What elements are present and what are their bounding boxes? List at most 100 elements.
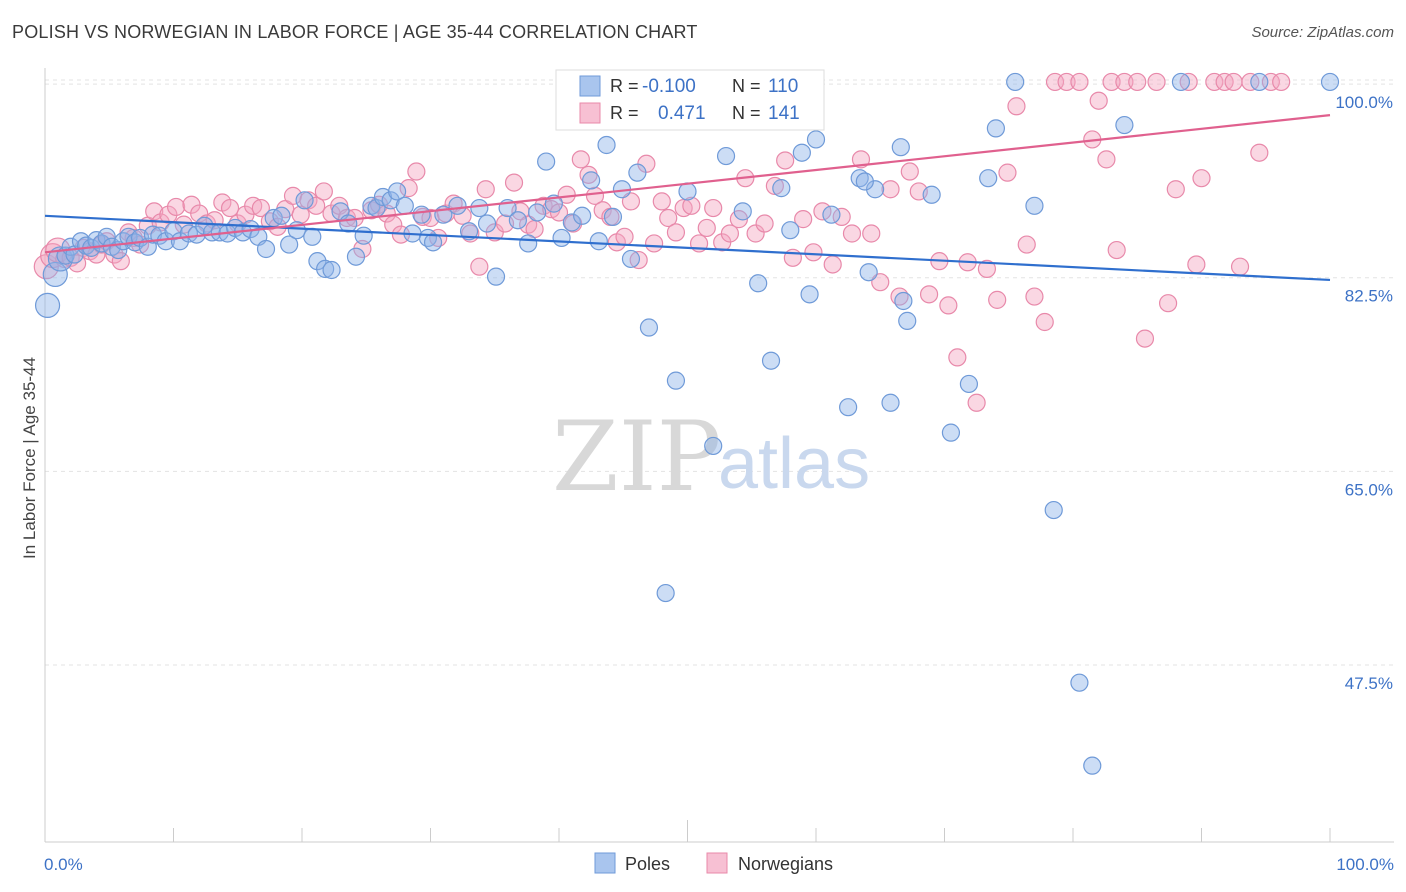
norwegians-point xyxy=(842,224,862,243)
poles-point xyxy=(1083,756,1102,775)
poles-point xyxy=(316,259,335,278)
norwegians-point xyxy=(900,162,919,181)
norwegians-point xyxy=(998,163,1017,182)
poles-point xyxy=(891,138,910,157)
norwegians-point xyxy=(871,273,890,292)
poles-point xyxy=(1025,196,1044,215)
poles-point xyxy=(806,130,826,149)
norwegians-trend-line xyxy=(44,114,1331,254)
norwegians-point xyxy=(251,198,270,218)
norwegians-point xyxy=(804,243,823,262)
norwegians-point xyxy=(682,196,701,215)
poles-point xyxy=(781,221,800,240)
watermark-zip: ZIP xyxy=(552,401,721,513)
poles-point xyxy=(800,285,819,304)
poles-point xyxy=(922,185,941,204)
norwegians-point xyxy=(659,208,678,228)
norwegians-point xyxy=(948,348,967,367)
poles-point xyxy=(603,207,623,226)
poles-point xyxy=(562,213,581,232)
norwegians-point xyxy=(851,150,871,169)
poles-point xyxy=(470,198,489,218)
poles-point xyxy=(346,247,366,266)
watermark: ZIP atlas xyxy=(552,401,870,513)
x-tick-labels: 0.0% 100.0% xyxy=(44,855,1394,874)
norwegians-point xyxy=(1107,240,1126,260)
poles-trend-line xyxy=(44,214,1331,282)
x-tick-left: 0.0% xyxy=(44,855,83,874)
norwegians-point xyxy=(794,210,813,229)
norwegians-point xyxy=(720,224,740,243)
y-tick-label: 82.5% xyxy=(1345,287,1393,306)
source-label: Source: ZipAtlas.com xyxy=(1251,24,1394,41)
norwegians-point xyxy=(1205,72,1224,92)
poles-point xyxy=(537,152,556,171)
norwegians-point xyxy=(621,192,641,211)
poles-point xyxy=(280,235,299,254)
norwegians-point xyxy=(1035,312,1054,332)
norwegians-point xyxy=(1089,91,1108,110)
poles-point xyxy=(941,423,961,442)
norwegians-point xyxy=(119,223,138,242)
norwegians-point xyxy=(977,259,997,278)
norwegians-point xyxy=(776,151,795,170)
stats-poles-n-value: 110 xyxy=(768,76,798,97)
norwegians-point xyxy=(746,224,765,243)
chart-title: POLISH VS NORWEGIAN IN LABOR FORCE | AGE… xyxy=(12,22,698,42)
poles-point xyxy=(822,205,841,224)
poles-point xyxy=(639,318,659,337)
norwegians-point xyxy=(823,255,842,274)
poles-point xyxy=(850,169,869,188)
poles-point xyxy=(459,222,479,241)
stats-box: R = -0.100 N = 110 R = 0.471 N = 141 xyxy=(555,69,825,131)
poles-point xyxy=(34,292,61,319)
grid-lines xyxy=(45,79,1394,666)
norwegians-point xyxy=(1135,329,1155,348)
y-tick-label: 100.0% xyxy=(1335,93,1393,112)
watermark-atlas: atlas xyxy=(718,424,870,504)
norwegians-point xyxy=(399,179,418,198)
norwegians-point xyxy=(939,296,958,315)
y-tick-label: 47.5% xyxy=(1345,674,1393,693)
poles-point xyxy=(666,371,686,390)
norwegians-point xyxy=(1115,72,1134,92)
poles-point xyxy=(528,203,547,222)
y-tick-labels: 100.0% 82.5% 65.0% 47.5% xyxy=(1335,93,1393,693)
poles-point xyxy=(859,263,878,282)
poles-point xyxy=(678,182,697,201)
poles-point xyxy=(354,226,373,245)
stats-poles-r-value: -0.100 xyxy=(642,76,696,97)
poles-point xyxy=(87,231,106,250)
norwegians-point xyxy=(1158,294,1178,313)
norwegians-point xyxy=(967,393,986,412)
poles-point xyxy=(582,171,601,190)
stats-norwegians-swatch xyxy=(579,102,601,124)
poles-point xyxy=(761,351,781,370)
norwegians-point xyxy=(159,205,178,224)
poles-point xyxy=(552,228,571,248)
poles-point xyxy=(1044,500,1063,520)
poles-point xyxy=(855,172,874,191)
norwegians-point xyxy=(549,203,569,222)
norwegians-point xyxy=(166,197,186,217)
poles-point xyxy=(628,163,647,182)
poles-point xyxy=(272,206,291,225)
poles-point xyxy=(295,191,314,210)
norwegians-point xyxy=(111,252,130,271)
norwegians-point xyxy=(881,180,900,199)
norwegians-point xyxy=(470,257,489,276)
stats-norwegians-n-value: 141 xyxy=(768,103,800,124)
norwegians-point xyxy=(1250,143,1269,162)
poles-point xyxy=(894,291,913,311)
poles-point xyxy=(716,146,736,166)
legend: Poles Norwegians xyxy=(594,852,833,874)
poles-points xyxy=(34,72,1340,775)
norwegians-point xyxy=(314,182,333,201)
norwegians-point xyxy=(476,180,495,199)
poles-point xyxy=(839,398,858,417)
poles-point xyxy=(387,182,407,201)
poles-point xyxy=(704,436,723,456)
norwegians-point xyxy=(1025,287,1044,306)
poles-point xyxy=(979,169,998,188)
poles-point xyxy=(303,227,322,246)
